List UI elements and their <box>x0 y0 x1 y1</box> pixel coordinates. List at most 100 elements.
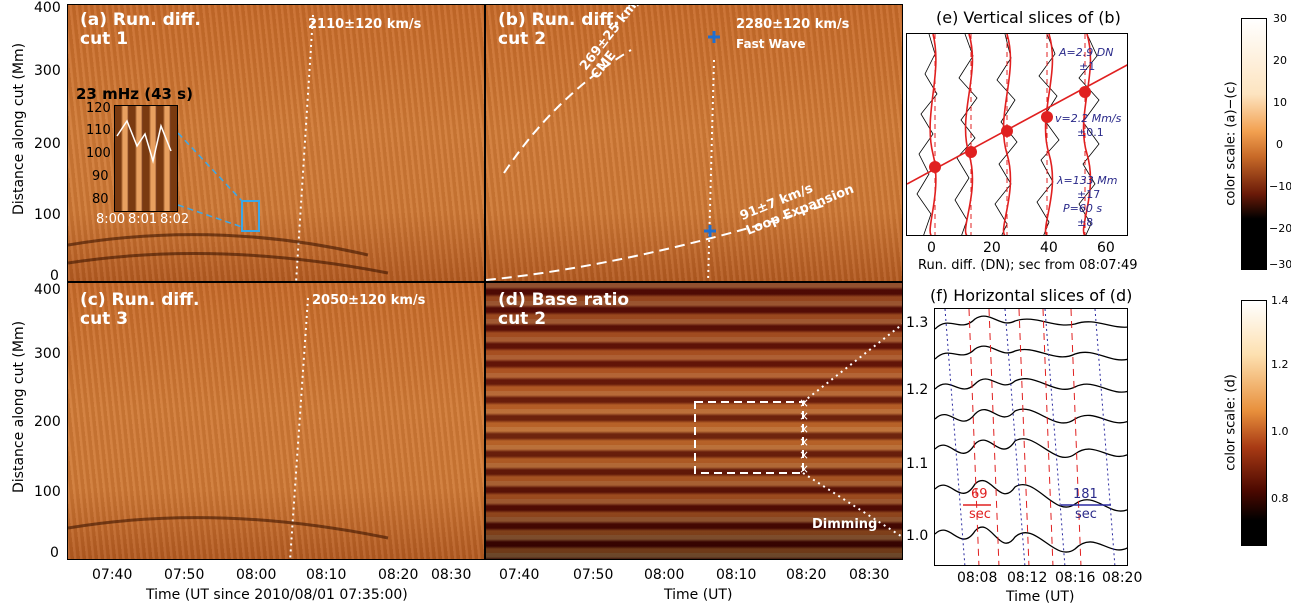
panel-d-title: (d) Base ratio cut 2 <box>498 290 630 329</box>
left-ytick: 200 <box>34 136 61 152</box>
inset-xtick: 8:02 <box>160 212 190 227</box>
colorbar-bottom-tick: 1.0 <box>1271 425 1289 438</box>
panel-f-ytick: 1.2 <box>906 382 929 398</box>
panel-b-title: (b) Run. diff. cut 2 <box>498 10 620 49</box>
inset-ytick: 120 <box>86 101 111 116</box>
time-tick: 07:40 <box>92 567 133 583</box>
panel-f-xtick: 08:16 <box>1055 570 1096 586</box>
time-tick: 08:10 <box>716 567 757 583</box>
panel-e-wavelength-err: ±17 <box>1077 188 1101 201</box>
left-ytick: 200 <box>34 414 61 430</box>
time-tick: 08:30 <box>431 567 472 583</box>
panel-e-amplitude-err: ±1 <box>1079 60 1096 73</box>
panel-b-speed: 2280±120 km/s <box>736 17 850 32</box>
colorbar-top-label: color scale: (a)−(c) <box>1223 81 1239 206</box>
panel-f-ytick: 1.1 <box>906 456 929 472</box>
panel-e-curves <box>907 34 1127 235</box>
panel-e-speed: v=2.2 Mm/s <box>1055 112 1122 125</box>
time-tick: 08:00 <box>644 567 685 583</box>
panel-e-amplitude: A=2.9 DN <box>1059 46 1114 59</box>
panel-f-ytick: 1.3 <box>906 315 929 331</box>
time-tick: 08:10 <box>306 567 347 583</box>
panel-f-red-period: 69 <box>971 487 988 502</box>
time-tick: 07:50 <box>164 567 205 583</box>
colorbar-top-tick: −10 <box>1269 180 1291 193</box>
colorbar-bottom-tick: 1.4 <box>1271 294 1289 307</box>
inset-ytick: 100 <box>86 146 111 161</box>
time-axis-label-left: Time (UT since 2010/08/01 07:35:00) <box>146 587 408 603</box>
panel-a-overlay <box>68 14 389 281</box>
panel-e-xtick: 60 <box>1097 240 1115 256</box>
colorbar-top-tick: 30 <box>1273 12 1287 25</box>
panel-a-title: (a) Run. diff. cut 1 <box>80 10 201 49</box>
panel-b-wave-label: Fast Wave <box>736 37 806 51</box>
time-tick: 08:30 <box>849 567 890 583</box>
colorbar-top-tick: 20 <box>1273 54 1287 67</box>
svg-text:×: × <box>799 435 809 449</box>
inset-ytick: 110 <box>86 123 111 138</box>
colorbar-top-tick: 10 <box>1273 96 1287 109</box>
panel-f-blue-period: 181 <box>1073 487 1098 502</box>
left-ytick: 100 <box>34 207 61 223</box>
panel-a-inset-title: 23 mHz (43 s) <box>76 85 193 103</box>
inset-ytick: 90 <box>92 169 109 184</box>
panel-e-plot: A=2.9 DN ±1 v=2.2 Mm/s ±0.1 λ=133 Mm ±17… <box>906 33 1128 236</box>
panel-f-red-unit: sec <box>969 507 991 522</box>
panel-c-title: (c) Run. diff. cut 3 <box>80 290 200 329</box>
left-ytick: 400 <box>34 282 61 298</box>
time-axis-label-mid: Time (UT) <box>664 587 733 603</box>
panel-a-runningdiff-cut1: (a) Run. diff. cut 1 2110±120 km/s 23 mH… <box>67 4 485 282</box>
panel-b-overlay <box>486 31 827 281</box>
panel-e-xlabel: Run. diff. (DN); sec from 08:07:49 <box>918 258 1138 273</box>
panel-a-speed: 2110±120 km/s <box>308 17 422 32</box>
panel-d-baseratio-cut2: (d) Base ratio cut 2 Dimming × × × × × × <box>485 282 903 560</box>
panel-f-xtick: 08:12 <box>1007 570 1048 586</box>
time-tick: 08:20 <box>786 567 827 583</box>
svg-text:×: × <box>799 422 809 436</box>
colorbar-bottom-tick: 1.2 <box>1271 358 1289 371</box>
inset-ytick: 80 <box>92 192 109 207</box>
inset-xtick: 8:01 <box>128 212 158 227</box>
time-tick: 07:50 <box>573 567 614 583</box>
colorbar-top-tick: 0 <box>1276 138 1283 151</box>
left-ytick: 300 <box>34 346 61 362</box>
panel-f-curves <box>935 309 1127 565</box>
left-ytick: 100 <box>34 484 61 500</box>
panel-c-runningdiff-cut3: (c) Run. diff. cut 3 2050±120 km/s <box>67 282 485 560</box>
panel-f-ytick: 1.0 <box>906 528 929 544</box>
panel-f-title: (f) Horizontal slices of (d) <box>930 286 1133 305</box>
colorbar-top-tick: −20 <box>1269 222 1291 235</box>
panel-f-xtick: 08:08 <box>957 570 998 586</box>
left-axis-label-bottom: Distance along cut (Mm) <box>11 320 27 493</box>
colorbar-bottom <box>1241 300 1267 546</box>
panel-e-xtick: 20 <box>983 240 1001 256</box>
panel-f-blue-unit: sec <box>1075 507 1097 522</box>
svg-text:×: × <box>799 448 809 462</box>
panel-e-period: P=60 s <box>1063 202 1103 215</box>
panel-c-speed: 2050±120 km/s <box>312 293 426 308</box>
left-ytick: 400 <box>34 0 61 16</box>
colorbar-top <box>1241 18 1267 270</box>
panel-e-wavelength: λ=133 Mm <box>1057 174 1118 187</box>
panel-b-runningdiff-cut2: (b) Run. diff. cut 2 2280±120 km/s Fast … <box>485 4 903 282</box>
left-ytick: 300 <box>34 63 61 79</box>
panel-e-period-err: ±8 <box>1077 216 1094 229</box>
panel-d-overlay: ×××××× <box>694 323 902 538</box>
panel-e-title: (e) Vertical slices of (b) <box>936 8 1121 27</box>
svg-text:×: × <box>799 409 809 423</box>
time-tick: 08:00 <box>236 567 277 583</box>
colorbar-bottom-label: color scale: (d) <box>1223 374 1239 471</box>
panel-f-plot: 69 sec 181 sec <box>934 308 1128 566</box>
panel-c-overlay <box>68 297 389 559</box>
panel-a-inset <box>114 105 178 212</box>
panel-f-xlabel: Time (UT) <box>1006 589 1075 605</box>
time-tick: 07:40 <box>499 567 540 583</box>
svg-text:×: × <box>799 396 809 410</box>
svg-text:×: × <box>799 462 809 476</box>
panel-e-xtick: 0 <box>927 240 936 256</box>
panel-e-speed-err: ±0.1 <box>1077 126 1104 139</box>
left-ytick: 0 <box>50 545 59 561</box>
panel-f-xtick: 08:20 <box>1102 570 1143 586</box>
inset-xtick: 8:00 <box>96 212 126 227</box>
colorbar-top-tick: −30 <box>1269 258 1291 271</box>
